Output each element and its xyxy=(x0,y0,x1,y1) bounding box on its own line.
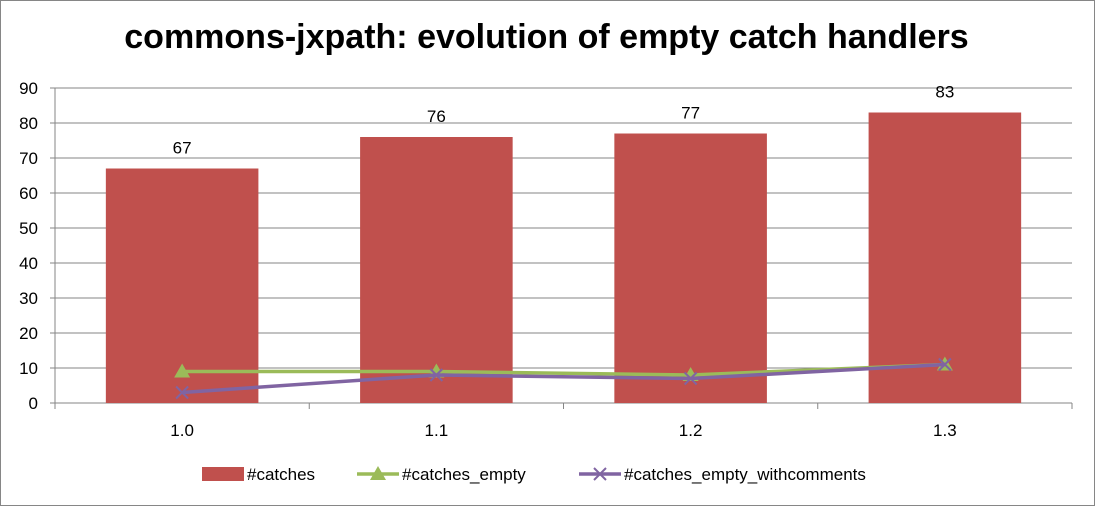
y-tick-label-70: 70 xyxy=(19,149,38,168)
bar-1.2 xyxy=(614,133,767,403)
point-1-1.2 xyxy=(683,371,698,386)
x-tick-label-1.3: 1.3 xyxy=(933,421,957,440)
data-label-1.1: 76 xyxy=(427,107,446,126)
legend-swatch-0 xyxy=(202,467,244,481)
legend-marker-2 xyxy=(593,467,607,481)
x-tick-label-1.2: 1.2 xyxy=(679,421,703,440)
y-tick-label-50: 50 xyxy=(19,219,38,238)
chart-title: commons-jxpath: evolution of empty catch… xyxy=(124,18,969,56)
line-series-1 xyxy=(182,362,945,395)
x-tick-label-1.1: 1.1 xyxy=(425,421,449,440)
point-0-1.0 xyxy=(174,363,191,378)
y-tick-label-30: 30 xyxy=(19,289,38,308)
data-label-1.0: 67 xyxy=(173,139,192,158)
y-tick-label-80: 80 xyxy=(19,114,38,133)
legend-marker-1 xyxy=(370,466,386,480)
y-tick-label-90: 90 xyxy=(19,79,38,98)
y-tick-label-40: 40 xyxy=(19,254,38,273)
point-1-1.3 xyxy=(938,357,952,372)
legend-label-2: #catches_empty_withcomments xyxy=(624,465,866,484)
x-tick-label-1.0: 1.0 xyxy=(170,421,194,440)
point-1-1.0 xyxy=(175,385,189,400)
point-1-1.1 xyxy=(429,368,444,382)
bar-1.3 xyxy=(868,112,1022,403)
y-tick-label-60: 60 xyxy=(19,184,38,203)
bar-1.1 xyxy=(360,137,513,403)
data-label-1.2: 77 xyxy=(681,104,700,123)
legend-label-0: #catches xyxy=(247,465,315,484)
y-tick-label-10: 10 xyxy=(19,359,38,378)
data-label-1.3: 83 xyxy=(935,83,954,102)
legend-label-1: #catches_empty xyxy=(402,465,526,484)
y-tick-label-20: 20 xyxy=(19,324,38,343)
y-tick-label-0: 0 xyxy=(29,394,38,413)
